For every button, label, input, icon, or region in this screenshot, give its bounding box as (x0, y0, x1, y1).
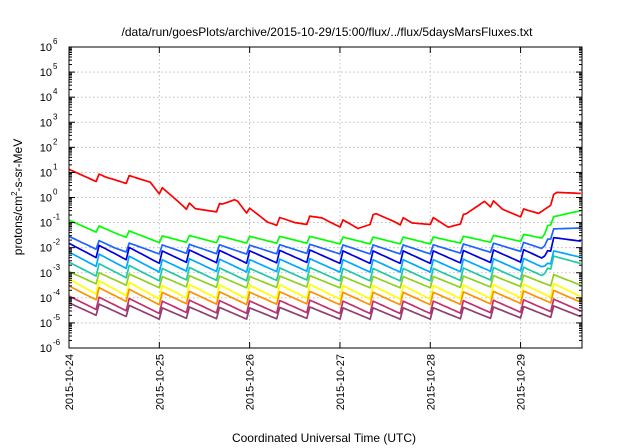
y-tick-exponent: -4 (53, 288, 61, 297)
series-line-7 (68, 270, 582, 289)
y-tick-label: 10 (40, 142, 52, 154)
y-tick-exponent: -6 (53, 338, 61, 347)
y-tick-label: 10 (40, 117, 52, 129)
series-line-9 (68, 285, 582, 306)
series-line-6 (68, 255, 582, 282)
x-tick-label: 2015-10-24 (64, 354, 76, 410)
y-tick-exponent: 5 (53, 62, 58, 71)
y-tick-exponent: 2 (53, 137, 58, 146)
x-tick-label: 2015-10-28 (425, 354, 437, 410)
y-tick-exponent: 1 (53, 162, 58, 171)
x-axis: 2015-10-24 2015-10-25 2015-10-26 2015-10-27… (64, 47, 528, 410)
chart-title: /data/run/goesPlots/archive/2015-10-29/1… (122, 25, 534, 39)
y-tick-label: 10 (40, 67, 52, 79)
x-tick-label: 2015-10-27 (335, 354, 347, 410)
x-axis-label: Coordinated Universal Time (UTC) (232, 431, 416, 445)
y-tick-exponent: -5 (53, 313, 61, 322)
series-group (68, 168, 582, 321)
y-tick-exponent: -2 (53, 238, 61, 247)
x-tick-label: 2015-10-29 (516, 354, 528, 410)
series-line-2 (68, 209, 581, 245)
y-tick-label: 10 (40, 318, 52, 330)
y-axis-label-rest: -s-sr-MeV (11, 139, 25, 192)
y-tick-exponent: 0 (53, 188, 58, 197)
series-line-11 (68, 302, 582, 321)
x-tick-label: 2015-10-26 (245, 354, 257, 410)
y-tick-exponent: -3 (53, 263, 61, 272)
grid (69, 47, 582, 348)
y-tick-label: 10 (40, 343, 52, 355)
series-line-10 (68, 295, 582, 315)
y-tick-exponent: -1 (53, 213, 61, 222)
y-axis-label: protons/cm2-s-sr-MeV (10, 139, 25, 255)
y-tick-label: 10 (40, 243, 52, 255)
y-tick-label: 10 (40, 218, 52, 230)
series-line-4 (68, 236, 581, 265)
y-axis-label-base: protons/cm (11, 196, 25, 255)
y-tick-exponent: 4 (53, 87, 58, 96)
y-axis-label-sup: 2 (10, 191, 19, 196)
series-line-5 (68, 250, 581, 273)
y-tick-exponent: 3 (53, 112, 58, 121)
y-tick-label: 10 (40, 268, 52, 280)
series-line-3 (68, 227, 581, 255)
y-tick-label: 10 (40, 293, 52, 305)
x-tick-label: 2015-10-25 (154, 354, 166, 410)
y-axis: 10-610-510-410-310-210-11001011021031041… (40, 37, 582, 355)
series-line-1 (68, 168, 581, 230)
y-tick-exponent: 6 (53, 37, 58, 46)
y-tick-label: 10 (40, 193, 52, 205)
y-tick-label: 10 (40, 42, 52, 54)
y-tick-label: 10 (40, 92, 52, 104)
y-tick-label: 10 (40, 167, 52, 179)
series-line-8 (68, 278, 582, 300)
